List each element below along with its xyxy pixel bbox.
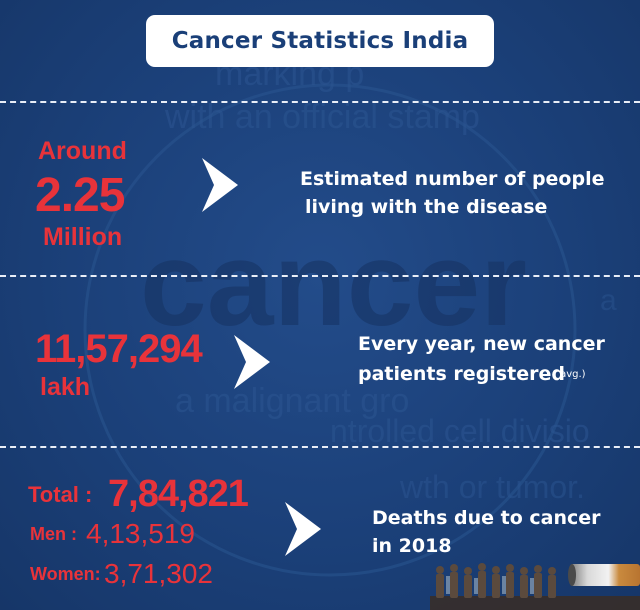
prevalence-description-line2: living with the disease (305, 196, 548, 218)
divider (0, 101, 640, 103)
prevalence-description-line1: Estimated number of people (300, 168, 605, 190)
new-patients-unit: lakh (40, 373, 91, 401)
deaths-men-label: Men : (30, 524, 77, 544)
divider (0, 446, 640, 448)
chevron-right-icon (285, 502, 321, 556)
deaths-description-line2: in 2018 (372, 535, 452, 557)
chevron-right-icon (202, 158, 238, 212)
svg-text:with an official stamp: with an official stamp (164, 98, 480, 136)
deaths-women-label: Women: (30, 564, 101, 584)
deaths-total-value: 7,84,821 (108, 473, 249, 515)
prevalence-unit: Million (43, 223, 123, 251)
prevalence-value: 2.25 (35, 169, 125, 222)
average-note: ( avg.) (553, 369, 586, 380)
svg-text:a: a (600, 284, 617, 317)
svg-text:a malignant gro: a malignant gro (175, 382, 409, 420)
deaths-men-value: 4,13,519 (86, 518, 195, 549)
divider (0, 275, 640, 277)
page-title: Cancer Statistics India (171, 28, 469, 54)
deaths-total-label: Total : (28, 482, 93, 507)
prevalence-prefix: Around (38, 137, 127, 165)
deaths-description-line1: Deaths due to cancer (372, 507, 601, 529)
deaths-women-value: 3,71,302 (104, 558, 213, 589)
crowd-cigarette-illustration (430, 563, 640, 610)
new-patients-description-line1: Every year, new cancer (358, 333, 605, 355)
title-box: Cancer Statistics India (146, 15, 494, 67)
new-patients-value: 11,57,294 (35, 327, 203, 371)
new-patients-description-line2: patients registered (358, 363, 565, 385)
chevron-right-icon (234, 335, 270, 389)
svg-text:wth or tumor.: wth or tumor. (399, 469, 585, 505)
svg-text:ntrolled cell divisio: ntrolled cell divisio (330, 413, 590, 449)
